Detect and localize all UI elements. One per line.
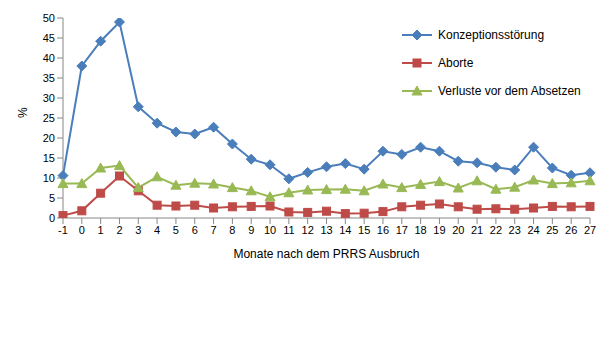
svg-text:1: 1	[98, 224, 104, 236]
svg-text:%: %	[16, 107, 30, 118]
svg-text:24: 24	[527, 224, 539, 236]
svg-text:6: 6	[192, 224, 198, 236]
svg-text:35: 35	[43, 72, 55, 84]
svg-text:5: 5	[173, 224, 179, 236]
svg-text:7: 7	[211, 224, 217, 236]
svg-text:0: 0	[49, 212, 55, 224]
html-text:Aborte: Aborte	[438, 56, 474, 70]
svg-text:0: 0	[79, 224, 85, 236]
svg-text:3: 3	[135, 224, 141, 236]
svg-text:11: 11	[283, 224, 294, 236]
svg-text:4: 4	[154, 224, 160, 236]
svg-text:23: 23	[509, 224, 521, 236]
svg-text:15: 15	[358, 224, 370, 236]
svg-text:12: 12	[302, 224, 314, 236]
svg-text:25: 25	[43, 112, 55, 124]
svg-text:13: 13	[320, 224, 332, 236]
svg-text:16: 16	[377, 224, 389, 236]
svg-text:20: 20	[43, 132, 55, 144]
svg-text:5: 5	[49, 192, 55, 204]
svg-text:40: 40	[43, 52, 55, 64]
svg-text:10: 10	[264, 224, 276, 236]
svg-text:10: 10	[43, 172, 55, 184]
svg-text:17: 17	[396, 224, 408, 236]
svg-text:Monate nach dem PRRS Ausbruch: Monate nach dem PRRS Ausbruch	[233, 247, 419, 261]
svg-text:19: 19	[433, 224, 445, 236]
html-text:Verluste vor dem Absetzen: Verluste vor dem Absetzen	[438, 84, 581, 98]
svg-text:21: 21	[471, 224, 483, 236]
svg-text:50: 50	[43, 12, 55, 24]
html-text:Konzeptionsstörung: Konzeptionsstörung	[438, 28, 545, 42]
svg-text:25: 25	[546, 224, 558, 236]
svg-text:8: 8	[229, 224, 235, 236]
svg-text:15: 15	[43, 152, 55, 164]
svg-text:22: 22	[490, 224, 502, 236]
svg-text:30: 30	[43, 92, 55, 104]
svg-text:9: 9	[248, 224, 254, 236]
svg-text:27: 27	[584, 224, 596, 236]
svg-text:45: 45	[43, 32, 55, 44]
svg-text:18: 18	[414, 224, 426, 236]
svg-text:2: 2	[116, 224, 122, 236]
svg-text:26: 26	[565, 224, 577, 236]
svg-text:14: 14	[339, 224, 351, 236]
svg-text:-1: -1	[58, 224, 68, 236]
svg-text:20: 20	[452, 224, 464, 236]
